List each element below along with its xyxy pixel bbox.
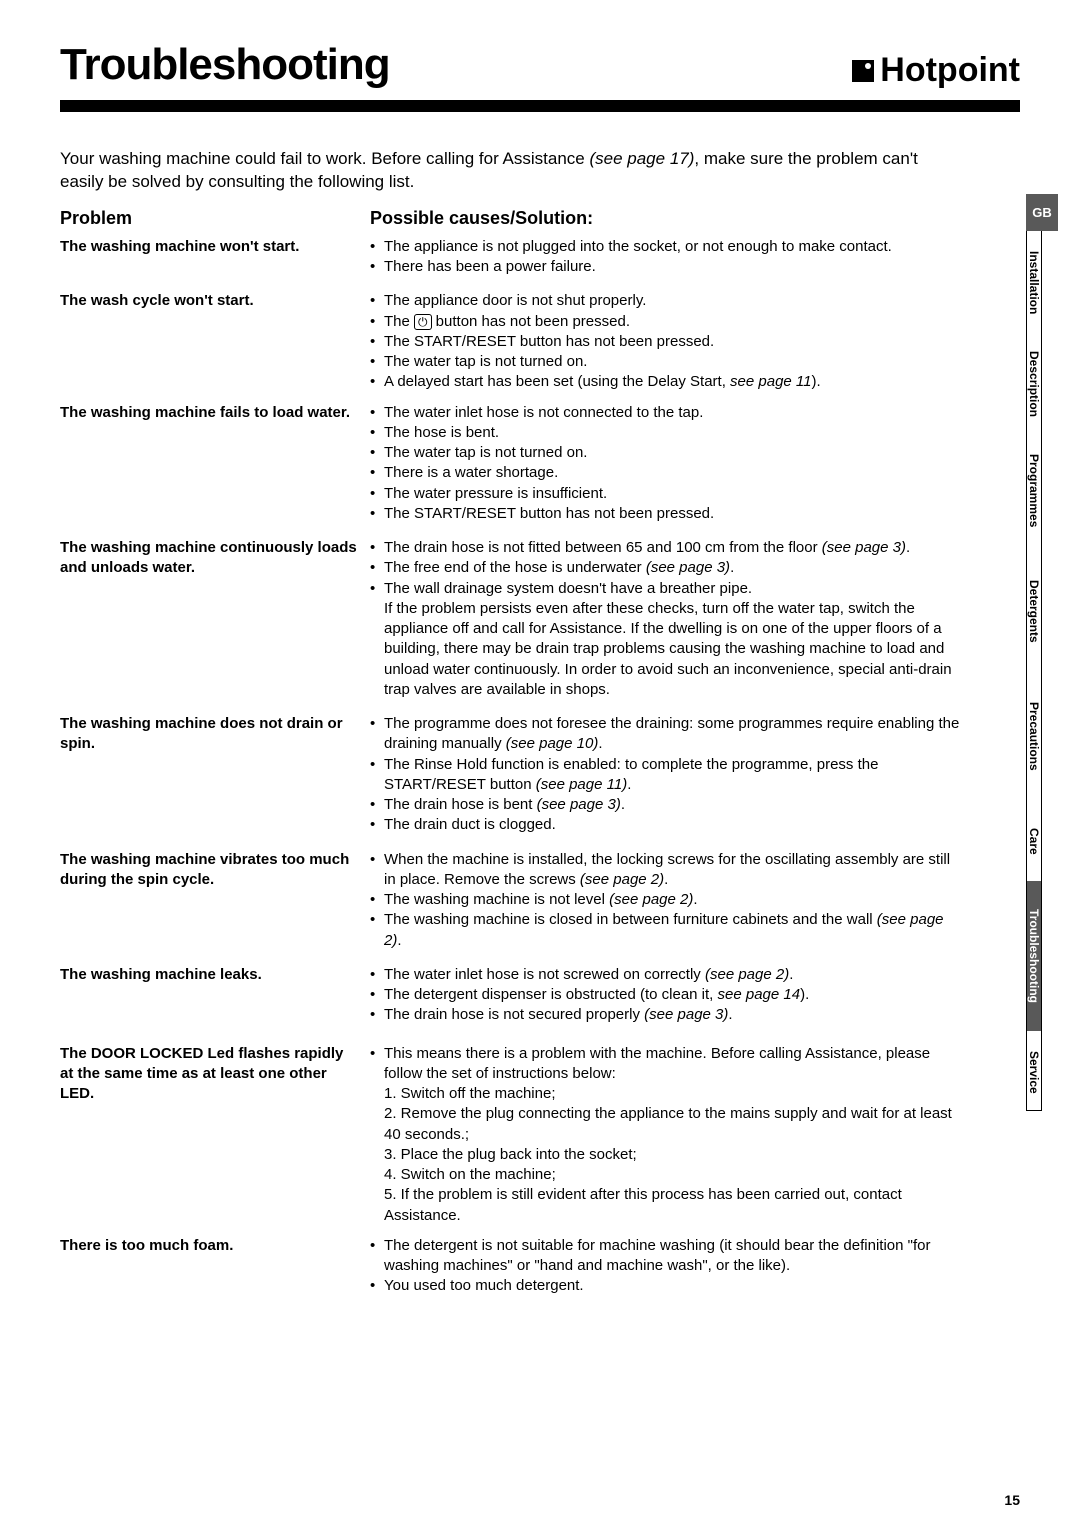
step-text: 2. Remove the plug connecting the applia… — [370, 1104, 960, 1145]
tab-gb[interactable]: GB — [1026, 194, 1058, 231]
problem-heading: Problem — [60, 208, 360, 229]
list-item: The Rinse Hold function is enabled: to c… — [370, 755, 960, 796]
list-item: The washing machine is not level (see pa… — [370, 890, 960, 910]
problem-cell: There is too much foam. — [60, 1236, 360, 1297]
table-row: There is too much foam.The detergent is … — [60, 1236, 1020, 1297]
list-item: The water inlet hose is not connected to… — [370, 403, 960, 423]
table-row: The DOOR LOCKED Led flashes rapidly at t… — [60, 1044, 1020, 1226]
list-item: The START/RESET button has not been pres… — [370, 504, 960, 524]
intro-text: Your washing machine could fail to work.… — [60, 148, 1020, 194]
problem-cell: The DOOR LOCKED Led flashes rapidly at t… — [60, 1044, 360, 1226]
list-item: The programme does not foresee the drain… — [370, 714, 960, 755]
tab-precautions[interactable]: Precautions — [1026, 671, 1042, 801]
tab-service[interactable]: Service — [1026, 1031, 1042, 1111]
solution-cell: When the machine is installed, the locki… — [370, 850, 960, 951]
page-number: 15 — [1004, 1492, 1020, 1508]
list-item: The drain duct is clogged. — [370, 815, 960, 835]
list-item: The detergent dispenser is obstructed (t… — [370, 985, 960, 1005]
list-item: This means there is a problem with the m… — [370, 1044, 960, 1085]
solution-cell: This means there is a problem with the m… — [370, 1044, 960, 1226]
list-item: The water pressure is insufficient. — [370, 484, 960, 504]
brand-logo: Hotpoint — [852, 51, 1020, 90]
step-text: 4. Switch on the machine; — [370, 1165, 960, 1185]
list-item: The water inlet hose is not screwed on c… — [370, 965, 960, 985]
solution-cell: The detergent is not suitable for machin… — [370, 1236, 960, 1297]
problem-cell: The washing machine leaks. — [60, 965, 360, 1026]
table-row: The washing machine won't start. The appl… — [60, 237, 1020, 278]
note-text: If the problem persists even after these… — [370, 599, 960, 700]
side-tabs: GB Installation Description Programmes D… — [1026, 194, 1058, 1111]
list-item: The water tap is not turned on. — [370, 443, 960, 463]
table-row: The washing machine continuously loads a… — [60, 538, 1020, 700]
list-item: You used too much detergent. — [370, 1276, 960, 1296]
power-icon: ⏻ — [414, 314, 432, 330]
list-item: The appliance door is not shut properly. — [370, 291, 960, 311]
list-item: The washing machine is closed in between… — [370, 910, 960, 951]
problem-cell: The washing machine fails to load water. — [60, 403, 360, 525]
list-item: There has been a power failure. — [370, 257, 960, 277]
brand-text: Hotpoint — [880, 51, 1020, 90]
solution-heading: Possible causes/Solution: — [370, 208, 960, 229]
list-item: The wall drainage system doesn't have a … — [370, 579, 960, 599]
list-item: The drain hose is bent (see page 3). — [370, 795, 960, 815]
problem-cell: The wash cycle won't start. — [60, 291, 360, 392]
solution-cell: The appliance is not plugged into the so… — [370, 237, 960, 278]
tab-care[interactable]: Care — [1026, 801, 1042, 881]
table-row: The washing machine fails to load water.… — [60, 403, 1020, 525]
step-text: 1. Switch off the machine; — [370, 1084, 960, 1104]
solution-cell: The programme does not foresee the drain… — [370, 714, 960, 836]
tab-description[interactable]: Description — [1026, 331, 1042, 431]
brand-icon — [852, 60, 874, 82]
tab-troubleshooting[interactable]: Troubleshooting — [1026, 881, 1042, 1031]
solution-cell: The water inlet hose is not connected to… — [370, 403, 960, 525]
list-item: The drain hose is not secured properly (… — [370, 1005, 960, 1025]
solution-cell: The appliance door is not shut properly.… — [370, 291, 960, 392]
list-item: The drain hose is not fitted between 65 … — [370, 538, 960, 558]
list-item: The water tap is not turned on. — [370, 352, 960, 372]
list-item: There is a water shortage. — [370, 463, 960, 483]
problem-cell: The washing machine won't start. — [60, 237, 360, 278]
page-title: Troubleshooting — [60, 40, 390, 90]
list-item: The START/RESET button has not been pres… — [370, 332, 960, 352]
solution-cell: The drain hose is not fitted between 65 … — [370, 538, 960, 700]
table-row: The wash cycle won't start.The appliance… — [60, 291, 1020, 392]
tab-programmes[interactable]: Programmes — [1026, 431, 1042, 551]
tab-installation[interactable]: Installation — [1026, 231, 1042, 331]
tab-detergents[interactable]: Detergents — [1026, 551, 1042, 671]
header-rule — [60, 100, 1020, 112]
table-row: The washing machine vibrates too much du… — [60, 850, 1020, 951]
list-item: The hose is bent. — [370, 423, 960, 443]
list-item: A delayed start has been set (using the … — [370, 372, 960, 392]
problem-cell: The washing machine continuously loads a… — [60, 538, 360, 700]
problem-cell: The washing machine does not drain or sp… — [60, 714, 360, 836]
column-headings: Problem Possible causes/Solution: — [60, 208, 1020, 237]
list-item: The ⏻ button has not been pressed. — [370, 312, 960, 332]
list-item: When the machine is installed, the locki… — [370, 850, 960, 891]
step-text: 3. Place the plug back into the socket; — [370, 1145, 960, 1165]
list-item: The free end of the hose is underwater (… — [370, 558, 960, 578]
troubleshooting-table: The washing machine won't start.The appl… — [60, 237, 1020, 1297]
table-row: The washing machine does not drain or sp… — [60, 714, 1020, 836]
problem-cell: The washing machine vibrates too much du… — [60, 850, 360, 951]
list-item: The detergent is not suitable for machin… — [370, 1236, 960, 1277]
solution-cell: The water inlet hose is not screwed on c… — [370, 965, 960, 1026]
list-item: The appliance is not plugged into the so… — [370, 237, 960, 257]
table-row: The washing machine leaks. The water inle… — [60, 965, 1020, 1026]
step-text: 5. If the problem is still evident after… — [370, 1185, 960, 1226]
